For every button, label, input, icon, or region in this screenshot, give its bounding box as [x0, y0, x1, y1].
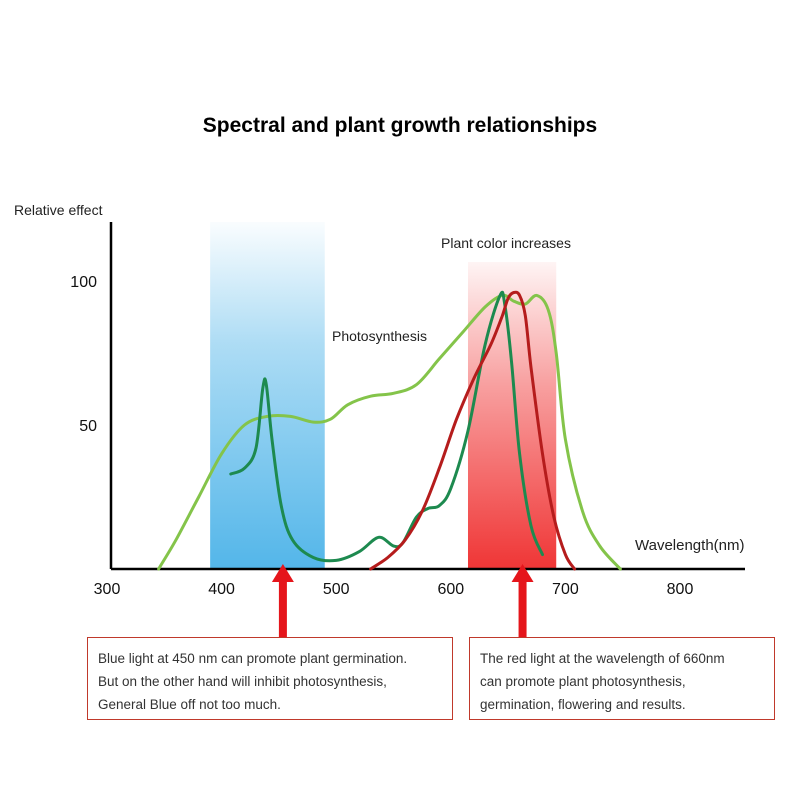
red-arrow	[511, 564, 534, 637]
blue-note-line: General Blue off not too much.	[98, 697, 281, 712]
blue-light-note: Blue light at 450 nm can promote plant g…	[87, 637, 453, 720]
x-tick-label: 300	[94, 581, 121, 598]
blue-arrow	[271, 564, 294, 637]
red-light-band	[467, 262, 557, 569]
x-tick-label: 400	[208, 581, 235, 598]
x-tick-label: 500	[323, 581, 350, 598]
y-tick-label: 100	[70, 274, 97, 291]
x-tick-label: 700	[552, 581, 579, 598]
y-tick-label: 50	[79, 418, 97, 435]
blue-note-line: Blue light at 450 nm can promote plant g…	[98, 651, 408, 666]
plant-color-annotation: Plant color increases	[441, 235, 571, 251]
chart-title: Spectral and plant growth relationships	[202, 114, 598, 137]
red-note-line: can promote plant photosynthesis,	[480, 674, 686, 689]
y-axis-label: Relative effect	[14, 202, 103, 218]
blue-note-line: But on the other hand will inhibit photo…	[98, 674, 387, 689]
red-response-curve	[369, 290, 577, 571]
red-note-line: germination, flowering and results.	[480, 697, 686, 712]
red-light-note: The red light at the wavelength of 660nm…	[469, 637, 775, 720]
red-note-line: The red light at the wavelength of 660nm	[480, 651, 725, 666]
x-tick-label: 800	[667, 581, 694, 598]
x-axis-label: Wavelength(nm)	[635, 537, 744, 554]
photosynthesis-annotation: Photosynthesis	[332, 328, 427, 344]
x-tick-label: 600	[437, 581, 464, 598]
plant-color-curve	[157, 293, 622, 571]
